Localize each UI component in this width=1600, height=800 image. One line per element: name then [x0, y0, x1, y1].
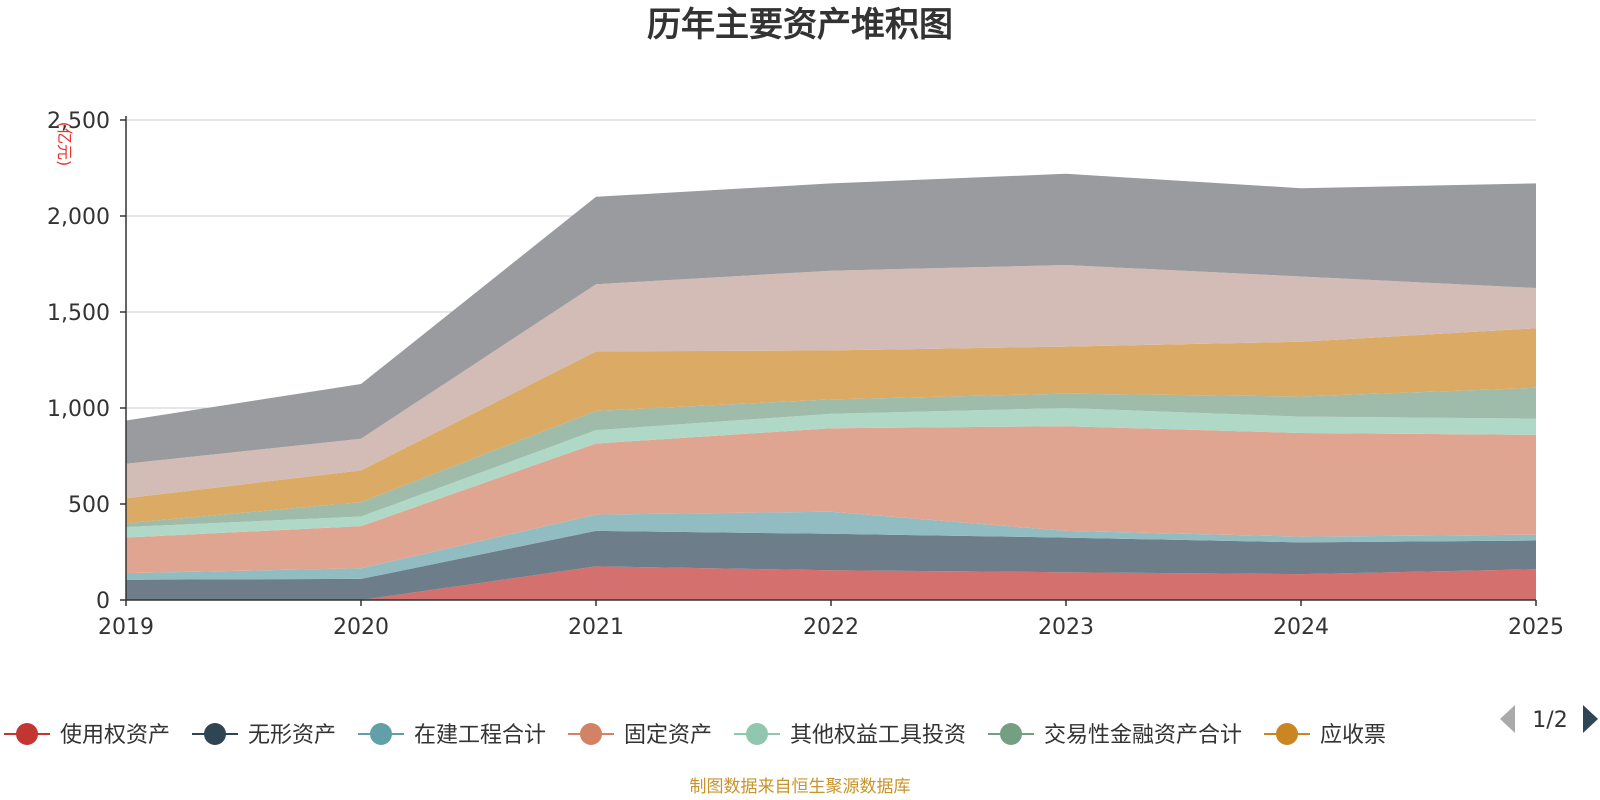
x-tick-label: 2023 [1038, 615, 1094, 640]
legend-dot [16, 723, 38, 745]
area-series-9 [126, 173, 1536, 464]
y-tick-label: 0 [96, 589, 110, 614]
legend-pager: 1/2 [1500, 705, 1598, 733]
legend-label: 交易性金融资产合计 [1044, 723, 1242, 748]
y-tick-label: 2,500 [47, 109, 110, 134]
y-tick-label: 500 [68, 493, 110, 518]
area-series-5 [126, 408, 1536, 538]
legend-dot [370, 723, 392, 745]
x-tick-label: 2025 [1508, 615, 1564, 640]
data-source-note: 制图数据来自恒生聚源数据库 [690, 777, 911, 797]
area-series-7 [126, 328, 1536, 524]
area-series-2 [126, 530, 1536, 600]
legend-item[interactable]: 交易性金融资产合计 [988, 723, 1242, 748]
legend-dot [1000, 723, 1022, 745]
y-axis-unit-label: (亿元) [55, 122, 74, 167]
legend-dot [1276, 723, 1298, 745]
x-tick-label: 2024 [1273, 615, 1329, 640]
area-series [126, 173, 1536, 600]
legend-item[interactable]: 固定资产 [568, 723, 712, 748]
x-tick-label: 2020 [333, 615, 389, 640]
area-series-1 [126, 566, 1536, 600]
area-series-4 [126, 426, 1536, 574]
axes: 0 500 1,000 1,500 2,000 2,500 2019 2020 2021 2022… [47, 109, 1564, 640]
legend-item[interactable]: 应收票 [1264, 723, 1386, 748]
legend-dot [580, 723, 602, 745]
area-series-3 [126, 511, 1536, 580]
legend-label: 其他权益工具投资 [790, 723, 966, 748]
legend-item[interactable]: 在建工程合计 [358, 723, 546, 748]
legend-label: 无形资产 [248, 723, 336, 748]
legend-dot [746, 723, 768, 745]
legend-label: 应收票 [1320, 723, 1386, 748]
chart-title: 历年主要资产堆积图 [647, 5, 953, 45]
legend: 使用权资产 无形资产 在建工程合计 固定资产 其他权益工具投资 交易性金融资产合计 应收票 [4, 723, 1386, 748]
legend-item[interactable]: 使用权资产 [4, 723, 170, 748]
x-tick-label: 2019 [98, 615, 154, 640]
x-tick-label: 2022 [803, 615, 859, 640]
legend-item[interactable]: 无形资产 [192, 723, 336, 748]
y-tick-label: 1,000 [47, 397, 110, 422]
legend-label: 在建工程合计 [414, 723, 546, 748]
y-tick-label: 1,500 [47, 301, 110, 326]
legend-next-page-icon[interactable] [1583, 705, 1598, 733]
area-series-8 [126, 265, 1536, 499]
legend-item[interactable]: 其他权益工具投资 [734, 723, 966, 748]
x-tick-label: 2021 [568, 615, 624, 640]
y-tick-label: 2,000 [47, 205, 110, 230]
legend-label: 固定资产 [624, 723, 712, 748]
legend-page-indicator: 1/2 [1532, 708, 1567, 733]
legend-label: 使用权资产 [60, 723, 170, 748]
area-series-6 [126, 387, 1536, 527]
legend-prev-page-icon[interactable] [1500, 705, 1515, 733]
legend-dot [204, 723, 226, 745]
